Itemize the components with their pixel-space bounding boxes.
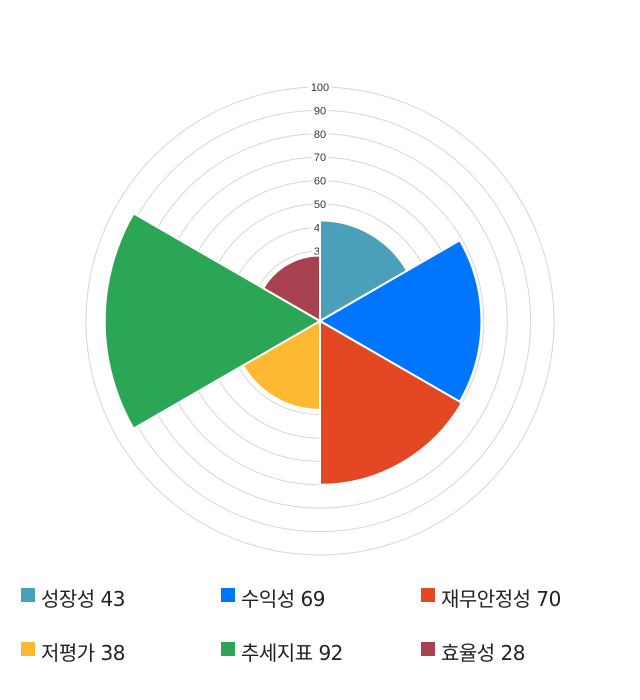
tick-label-bg xyxy=(311,198,329,210)
tick-label: 100 xyxy=(311,82,329,94)
legend-label: 재무안정성 70 xyxy=(441,586,561,611)
polar-area-chart: 10090807060504030 xyxy=(85,81,555,556)
legend-item-undervaluation[interactable]: 저평가 38 xyxy=(21,636,126,666)
legend-swatch xyxy=(221,642,235,656)
slice-4[interactable] xyxy=(103,211,323,431)
legend-item-profitability[interactable]: 수익성 69 xyxy=(221,582,326,612)
legend-swatch xyxy=(221,588,235,602)
tick-label-bg xyxy=(311,104,329,117)
legend-swatch xyxy=(421,642,435,656)
tick-label: 50 xyxy=(314,199,326,211)
slice-0[interactable] xyxy=(319,219,409,323)
tick-label: 60 xyxy=(314,176,326,188)
legend-label: 성장성 43 xyxy=(41,586,126,611)
tick-label: 90 xyxy=(314,105,326,117)
legend-swatch xyxy=(421,588,435,602)
tick-label-bg xyxy=(311,127,329,140)
legend-item-trend[interactable]: 추세지표 92 xyxy=(221,636,343,666)
legend-label: 저평가 38 xyxy=(41,640,126,665)
legend-item-growth[interactable]: 성장성 43 xyxy=(21,582,126,612)
legend-label: 효율성 28 xyxy=(441,640,526,665)
slice-2[interactable] xyxy=(319,319,464,486)
slice-3[interactable] xyxy=(241,319,321,411)
tick-label-bg xyxy=(308,81,332,93)
legend-swatch xyxy=(21,588,35,602)
tick-label: 80 xyxy=(314,129,326,141)
tick-label-bg xyxy=(311,151,329,164)
legend-item-financial-stability[interactable]: 재무안정성 70 xyxy=(421,582,561,612)
tick-label: 70 xyxy=(314,152,326,164)
legend-swatch xyxy=(21,642,35,656)
legend-label: 추세지표 92 xyxy=(241,640,343,665)
slice-1[interactable] xyxy=(318,238,483,404)
slice-5[interactable] xyxy=(261,254,321,323)
legend-item-efficiency[interactable]: 효율성 28 xyxy=(421,636,526,666)
tick-label-bg xyxy=(311,174,329,187)
legend-label: 수익성 69 xyxy=(241,586,326,611)
